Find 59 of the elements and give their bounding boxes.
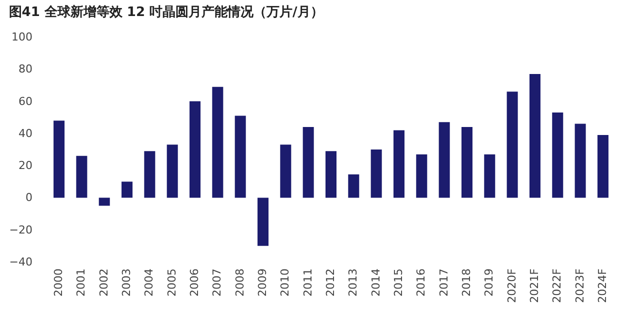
x-tick-label: 2007 [210, 268, 224, 296]
y-tick-label: −40 [9, 256, 32, 268]
y-tick-label: 40 [18, 126, 32, 140]
x-tick-label: 2023F [573, 268, 586, 303]
x-tick-label: 2013 [346, 268, 360, 296]
bar [76, 156, 88, 198]
bar [190, 101, 201, 198]
chart-title: 图41 全球新增等效 12 吋晶圆月产能情况（万片/月） [8, 4, 324, 20]
x-tick-label: 2006 [188, 268, 202, 296]
bar [416, 154, 428, 198]
bar [597, 135, 608, 198]
x-tick-label: 2024F [596, 268, 609, 303]
y-tick-label: 20 [18, 159, 32, 172]
x-tick-label: 2008 [233, 268, 246, 296]
bar [280, 144, 292, 198]
x-tick-label: 2000 [52, 268, 66, 296]
y-tick-label: 60 [18, 94, 32, 108]
bar [506, 92, 518, 198]
x-tick-label: 2009 [256, 268, 270, 296]
bar [54, 120, 65, 198]
y-tick-label: −20 [9, 223, 32, 236]
bar [461, 127, 472, 198]
bar [370, 150, 382, 198]
x-tick-label: 2010 [278, 268, 292, 296]
bar [144, 151, 156, 198]
bar [438, 122, 450, 198]
bar [302, 127, 314, 198]
x-tick-label: 2001 [74, 268, 88, 296]
x-tick-label: 2011 [301, 268, 314, 296]
bar [166, 144, 178, 198]
bar [529, 74, 540, 198]
y-tick-label: 100 [12, 30, 32, 44]
x-tick-label: 2019 [482, 268, 496, 296]
bar [212, 86, 224, 198]
x-tick-label: 2005 [165, 268, 178, 296]
x-tick-label: 2022F [550, 268, 564, 303]
x-tick-label: 2021F [528, 268, 541, 303]
bar [98, 198, 110, 206]
y-tick-label: 0 [26, 191, 32, 204]
x-tick-label: 2003 [120, 268, 134, 296]
bar [574, 124, 586, 198]
bar [234, 116, 246, 198]
bar [348, 174, 360, 198]
x-tick-label: 2012 [324, 268, 337, 296]
x-tick-label: 2020F [505, 268, 518, 303]
x-tick-label: 2002 [97, 268, 110, 296]
bar [393, 130, 404, 198]
y-tick-label: 80 [18, 62, 32, 76]
x-tick-label: 2018 [460, 268, 473, 296]
x-tick-label: 2017 [437, 268, 450, 296]
bar [552, 112, 564, 198]
x-tick-label: 2014 [369, 268, 382, 296]
bar [326, 151, 336, 198]
bar [484, 154, 496, 198]
x-tick-label: 2016 [414, 268, 428, 296]
x-tick-label: 2015 [392, 268, 405, 296]
bar [122, 182, 133, 198]
x-tick-label: 2004 [142, 268, 156, 296]
bar [258, 198, 269, 246]
